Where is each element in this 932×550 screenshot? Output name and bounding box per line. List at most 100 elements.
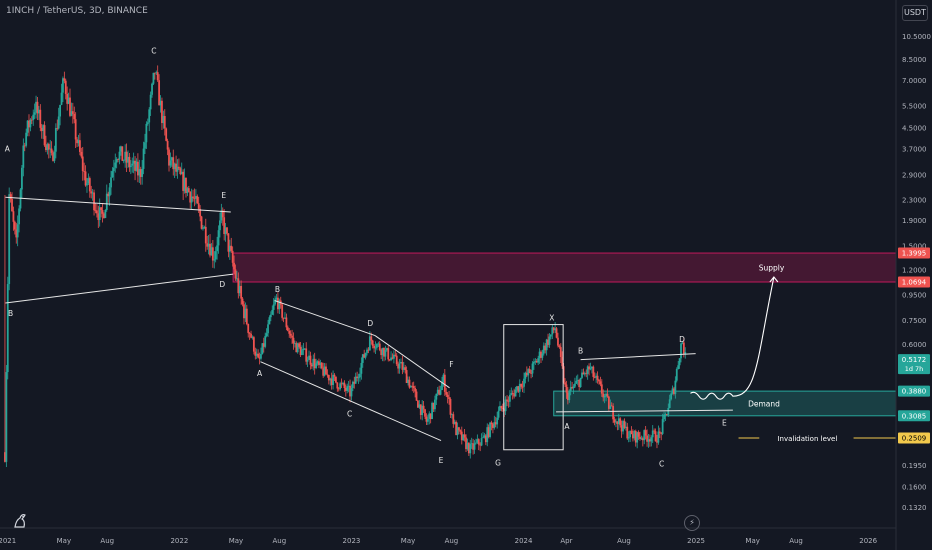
candle-body [333,374,336,377]
candle-body [346,386,349,391]
candle-body [626,426,629,439]
candle-body [680,343,682,359]
candle-body [356,376,359,378]
currency-button[interactable]: USDT [902,5,928,21]
candle-body [284,317,286,319]
candle-body [234,269,237,279]
candle-body [548,336,551,345]
candle-body [579,377,582,388]
candle-body [76,139,78,144]
candle-body [254,351,257,356]
trend-line[interactable] [556,409,733,413]
candle-body [316,361,319,364]
wave-label: X [549,313,554,322]
candle-body [449,399,452,415]
symbol-header[interactable]: 1INCH / TetherUS, 3D, BINANCE [6,6,148,16]
candle-body [255,353,258,356]
candle-body [445,391,448,395]
candle-body [595,375,598,378]
candle-body [442,374,445,383]
candle-body [598,379,600,382]
candle-body [453,421,456,424]
price-badge [898,410,930,422]
candle-body [251,337,254,339]
candle-body [622,420,624,432]
candle-body [257,353,260,358]
y-tick-label: 0.9500 [902,292,927,300]
candle-body [18,208,20,225]
candle-body [402,367,405,370]
candle-body [412,385,415,389]
candle-body [671,388,674,394]
candle-body [418,404,421,408]
wave-label: F [449,360,453,369]
price-badge-label: 0.5172 [902,356,927,364]
projection-arrowhead [769,276,779,283]
candle-body [429,413,432,420]
candle-body [476,439,479,443]
candle-body [244,308,247,319]
candle-body [6,284,9,373]
wave-label: G [495,458,501,467]
candle-body [230,245,233,251]
candle-body [549,334,552,337]
candle-body [534,361,537,362]
candle-body [585,373,588,374]
candle-body [388,359,391,361]
candle-body [602,393,605,398]
lightning-icon[interactable]: ⚡ [684,515,700,531]
exchange: BINANCE [107,6,148,16]
trend-line[interactable] [5,196,231,213]
y-tick-label: 0.1320 [902,504,927,512]
candle-body [159,100,162,106]
wave-label: C [151,46,156,55]
candle-body [467,442,470,454]
candle-body [13,221,16,230]
supply-zone[interactable] [232,252,897,283]
trend-line[interactable] [274,300,376,337]
trend-line[interactable] [5,273,234,304]
y-tick-label: 1.9000 [902,217,927,225]
x-tick-label: May [401,537,415,545]
candle-body [572,386,575,389]
candle-body [368,336,371,351]
y-tick-label: 4.5000 [902,124,927,132]
candle-body [128,156,131,168]
candle-body [28,120,30,128]
tradingview-logo-icon[interactable] [12,512,30,530]
candle-body [202,228,204,230]
trend-line[interactable] [260,361,442,442]
candle-body [651,430,654,438]
candle-body [231,250,234,263]
candle-body [243,304,245,319]
candle-body [80,151,83,157]
candle-body [599,381,602,385]
candle-body [648,439,651,442]
candle-body [196,196,199,204]
candle-body [88,178,91,192]
candle-body [265,333,268,337]
candle-body [29,119,32,128]
candle-body [463,434,466,438]
candle-body [142,148,145,169]
candle-body [541,353,544,358]
candle-body [390,357,392,361]
candle-body [308,355,310,360]
candle-body [353,381,356,384]
trend-line[interactable] [374,335,450,389]
candle-body [486,427,489,443]
projection-path[interactable] [690,276,775,400]
candle-body [289,333,292,336]
candle-body [644,430,647,436]
candle-body [530,373,532,374]
candle-body [343,382,346,389]
candle-body [373,345,375,349]
trend-line[interactable] [580,353,696,361]
candle-body [421,405,424,416]
candle-body [661,419,664,434]
candle-body [487,427,490,437]
price-badge-label: 1.0694 [902,279,927,287]
candle-body [658,431,661,433]
range-box[interactable] [503,324,564,451]
